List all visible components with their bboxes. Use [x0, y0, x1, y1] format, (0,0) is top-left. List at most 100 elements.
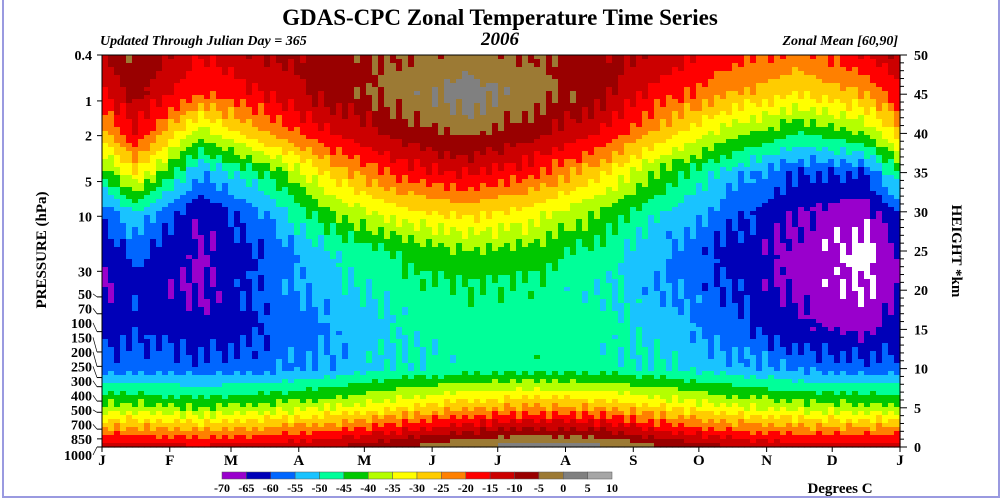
- contour-cell: [402, 71, 409, 76]
- contour-cell: [366, 183, 373, 188]
- contour-cell: [726, 195, 733, 200]
- contour-cell: [420, 87, 427, 92]
- contour-cell: [384, 167, 391, 172]
- contour-cell: [126, 139, 133, 144]
- contour-cell: [174, 143, 181, 148]
- contour-cell: [858, 147, 865, 152]
- contour-cell: [138, 143, 145, 148]
- contour-cell: [120, 99, 127, 104]
- contour-cell: [624, 139, 631, 144]
- contour-cell: [522, 55, 529, 60]
- contour-cell: [276, 67, 283, 72]
- contour-cell: [684, 143, 691, 148]
- contour-cell: [534, 83, 541, 88]
- contour-cell: [234, 119, 241, 124]
- contour-cell: [612, 83, 619, 88]
- contour-cell: [702, 175, 709, 180]
- contour-cell: [246, 59, 253, 64]
- contour-cell: [588, 167, 595, 172]
- contour-cell: [822, 95, 829, 100]
- contour-cell: [354, 131, 361, 136]
- contour-cell: [666, 83, 673, 88]
- contour-cell: [558, 63, 565, 68]
- contour-cell: [894, 75, 901, 80]
- contour-cell: [714, 63, 721, 68]
- contour-cell: [648, 199, 655, 204]
- contour-cell: [888, 131, 895, 136]
- contour-cell: [444, 67, 451, 72]
- contour-cell: [642, 95, 649, 100]
- contour-cell: [348, 59, 355, 64]
- contour-cell: [318, 107, 325, 112]
- contour-cell: [378, 83, 385, 88]
- contour-cell: [156, 95, 163, 100]
- contour-cell: [432, 83, 439, 88]
- contour-cell: [702, 179, 709, 184]
- contour-cell: [732, 63, 739, 68]
- contour-cell: [672, 55, 679, 60]
- contour-cell: [726, 183, 733, 188]
- contour-cell: [108, 123, 115, 128]
- contour-cell: [744, 151, 751, 156]
- contour-cell: [360, 163, 367, 168]
- contour-cell: [828, 99, 835, 104]
- contour-cell: [102, 147, 109, 152]
- contour-cell: [852, 171, 859, 176]
- contour-cell: [516, 183, 523, 188]
- contour-cell: [828, 167, 835, 172]
- contour-cell: [294, 187, 301, 192]
- contour-cell: [114, 171, 121, 176]
- contour-cell: [666, 131, 673, 136]
- contour-cell: [540, 91, 547, 96]
- contour-cell: [852, 119, 859, 124]
- contour-cell: [480, 71, 487, 76]
- contour-cell: [582, 143, 589, 148]
- contour-cell: [606, 179, 613, 184]
- contour-cell: [714, 79, 721, 84]
- contour-cell: [570, 83, 577, 88]
- contour-cell: [168, 171, 175, 176]
- contour-cell: [582, 91, 589, 96]
- contour-cell: [618, 83, 625, 88]
- contour-cell: [144, 171, 151, 176]
- contour-cell: [690, 63, 697, 68]
- contour-cell: [714, 127, 721, 132]
- contour-cell: [600, 139, 607, 144]
- contour-cell: [192, 111, 199, 116]
- contour-cell: [354, 111, 361, 116]
- contour-cell: [126, 159, 133, 164]
- contour-cell: [888, 199, 895, 204]
- contour-cell: [402, 75, 409, 80]
- contour-cell: [852, 63, 859, 68]
- contour-cell: [624, 183, 631, 188]
- contour-cell: [318, 155, 325, 160]
- contour-cell: [240, 183, 247, 188]
- contour-cell: [114, 179, 121, 184]
- contour-cell: [102, 199, 109, 204]
- contour-cell: [660, 75, 667, 80]
- contour-cell: [132, 67, 139, 72]
- contour-cell: [786, 95, 793, 100]
- contour-cell: [150, 151, 157, 156]
- contour-cell: [684, 55, 691, 60]
- contour-cell: [222, 87, 229, 92]
- contour-cell: [552, 151, 559, 156]
- contour-cell: [510, 175, 517, 180]
- contour-cell: [774, 155, 781, 160]
- contour-cell: [888, 179, 895, 184]
- contour-cell: [588, 103, 595, 108]
- contour-cell: [126, 67, 133, 72]
- contour-cell: [468, 111, 475, 116]
- contour-cell: [180, 167, 187, 172]
- contour-cell: [474, 91, 481, 96]
- contour-cell: [582, 115, 589, 120]
- contour-cell: [180, 119, 187, 124]
- contour-cell: [258, 95, 265, 100]
- contour-cell: [672, 195, 679, 200]
- contour-cell: [720, 139, 727, 144]
- contour-cell: [600, 175, 607, 180]
- contour-cell: [234, 187, 241, 192]
- contour-cell: [354, 171, 361, 176]
- contour-cell: [324, 103, 331, 108]
- contour-cell: [846, 159, 853, 164]
